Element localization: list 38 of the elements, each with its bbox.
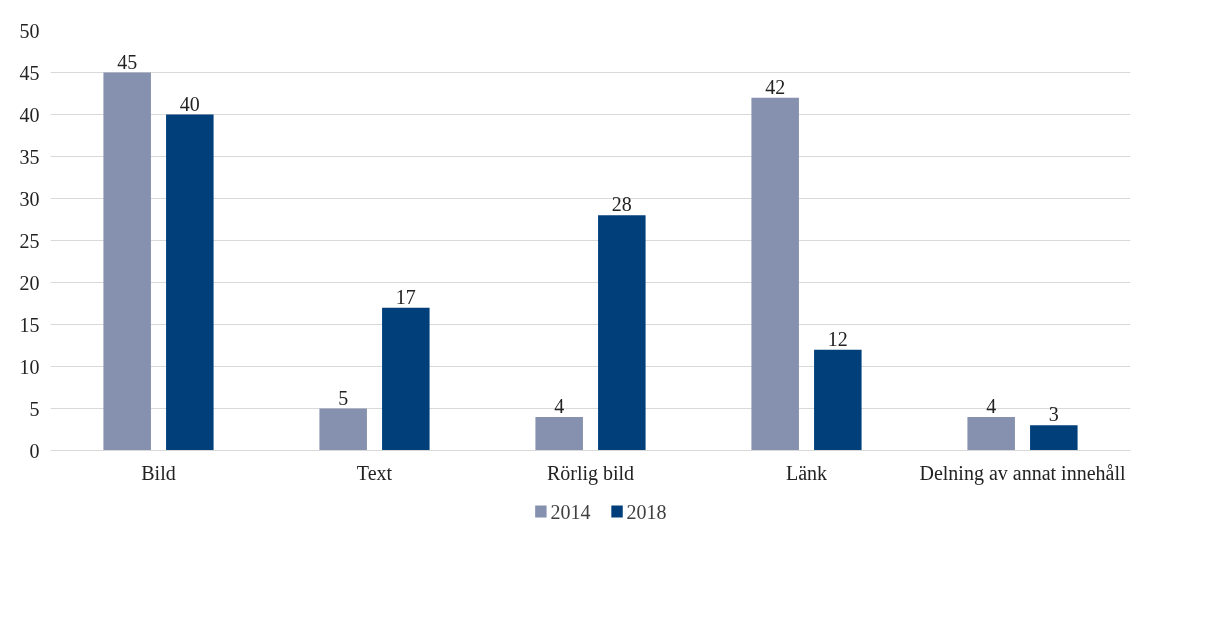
- bar: [166, 114, 214, 451]
- legend-label: 2018: [626, 500, 667, 523]
- y-tick-label: 20: [19, 271, 40, 294]
- data-label: 28: [611, 193, 632, 216]
- y-tick-label: 50: [19, 19, 40, 42]
- data-label: 40: [179, 92, 200, 115]
- y-tick-label: 30: [19, 187, 40, 210]
- x-tick-label: Bild: [141, 461, 176, 484]
- bar: [1030, 425, 1078, 451]
- bar: [598, 215, 646, 451]
- x-tick-label: Länk: [785, 461, 828, 484]
- y-tick-label: 35: [19, 145, 40, 168]
- data-label: 42: [765, 75, 786, 98]
- bar: [319, 408, 367, 451]
- y-tick-label: 0: [29, 439, 40, 462]
- data-label: 12: [827, 327, 848, 350]
- y-tick-label: 45: [19, 61, 40, 84]
- bar: [967, 416, 1015, 451]
- y-tick-label: 5: [29, 397, 40, 420]
- bar: [814, 349, 862, 451]
- y-tick-label: 40: [19, 103, 40, 126]
- legend-label: 2014: [550, 500, 591, 523]
- bar: [382, 307, 430, 451]
- y-tick-label: 10: [19, 355, 40, 378]
- data-label: 4: [986, 394, 997, 417]
- x-tick-label: Delning av annat innehåll: [919, 461, 1126, 485]
- x-tick-label: Text: [356, 461, 393, 484]
- data-label: 3: [1048, 403, 1059, 426]
- data-label: 17: [395, 285, 416, 308]
- bar: [535, 416, 583, 451]
- bar: [751, 97, 799, 451]
- data-label: 5: [338, 386, 349, 409]
- data-label: 4: [554, 394, 565, 417]
- x-tick-label: Rörlig bild: [546, 461, 635, 485]
- bar: [103, 72, 151, 451]
- data-label: 45: [117, 50, 138, 73]
- y-tick-label: 25: [19, 229, 40, 252]
- y-tick-label: 15: [19, 313, 40, 336]
